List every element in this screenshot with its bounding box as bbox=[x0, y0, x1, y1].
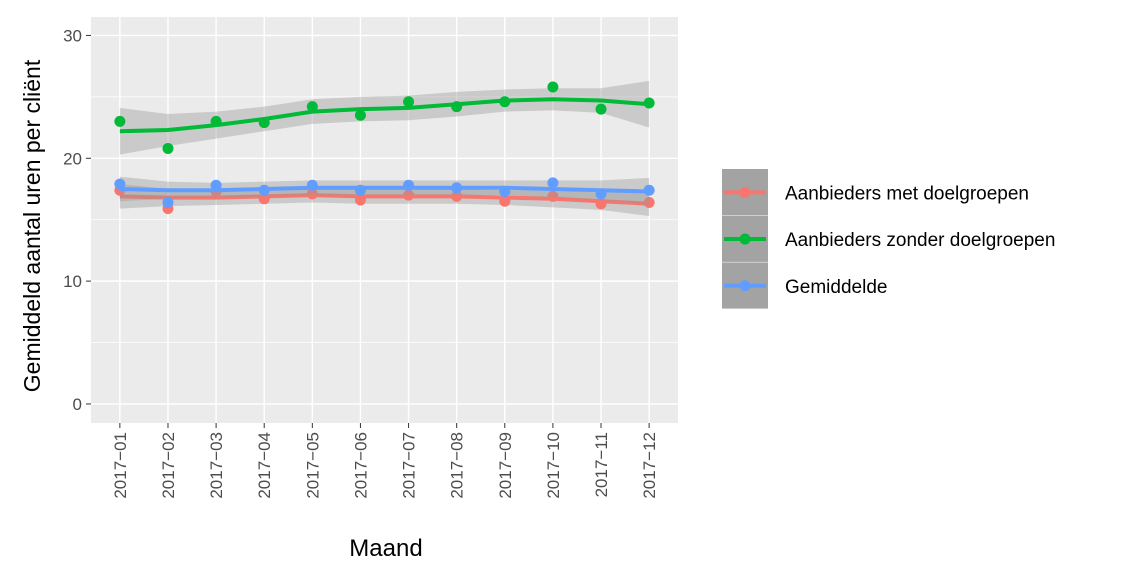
y-tick-label: 10 bbox=[63, 272, 82, 291]
x-tick-label: 2017−12 bbox=[640, 432, 659, 499]
point bbox=[403, 96, 415, 108]
x-tick-label: 2017−07 bbox=[400, 432, 419, 499]
x-tick-label: 2017−04 bbox=[255, 432, 274, 499]
legend-label: Gemiddelde bbox=[785, 277, 887, 298]
x-tick-label: 2017−03 bbox=[207, 432, 226, 499]
x-tick-label: 2017−10 bbox=[544, 432, 563, 499]
legend-label: Aanbieders zonder doelgroepen bbox=[785, 230, 1055, 251]
point bbox=[162, 196, 174, 208]
legend-point bbox=[739, 280, 751, 292]
x-tick-label: 2017−06 bbox=[351, 432, 370, 499]
x-tick-label: 2017−08 bbox=[448, 432, 467, 499]
point bbox=[114, 178, 126, 190]
x-tick-label: 2017−05 bbox=[303, 432, 322, 499]
point bbox=[354, 109, 366, 121]
point bbox=[306, 101, 318, 113]
x-tick-label: 2017−01 bbox=[111, 432, 130, 499]
smooth-line bbox=[119, 97, 650, 134]
legend-point bbox=[739, 233, 751, 245]
smooth-line bbox=[119, 185, 650, 194]
point bbox=[547, 81, 559, 93]
x-axis-title: Maand bbox=[349, 535, 422, 562]
legend-label: Aanbieders met doelgroepen bbox=[785, 183, 1029, 204]
y-tick-label: 0 bbox=[73, 395, 82, 414]
point bbox=[595, 103, 607, 115]
point bbox=[114, 115, 126, 127]
x-tick-label: 2017−11 bbox=[592, 432, 611, 497]
y-axis-title: Gemiddeld aantal uren per cliënt bbox=[19, 59, 45, 392]
smooth-line bbox=[119, 193, 650, 206]
x-tick-label: 2017−02 bbox=[159, 432, 178, 499]
point bbox=[162, 142, 174, 154]
confidence-band bbox=[119, 184, 650, 217]
point bbox=[210, 179, 222, 191]
y-tick-label: 30 bbox=[63, 26, 82, 45]
legend-point bbox=[739, 186, 751, 198]
point bbox=[547, 177, 559, 189]
confidence-band bbox=[119, 176, 650, 205]
x-tick-label: 2017−09 bbox=[496, 432, 515, 499]
y-tick-label: 20 bbox=[63, 149, 82, 168]
